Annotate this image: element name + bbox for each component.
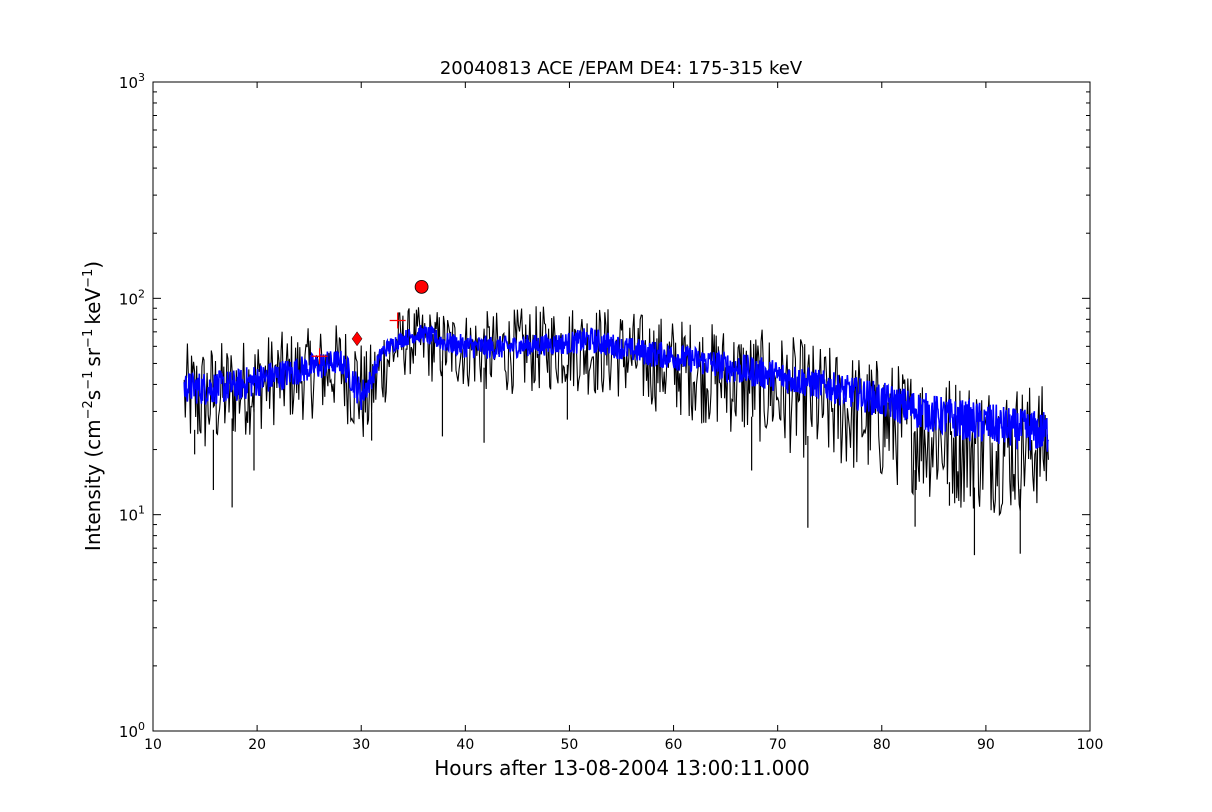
- y-tick-label: 102: [119, 287, 145, 308]
- marker-plus: [311, 348, 328, 365]
- y-label-mid2: sr: [81, 347, 105, 366]
- x-tick-label: 10: [144, 737, 162, 753]
- marker-circle: [414, 279, 429, 294]
- y-axis-label: Intensity (cm−2s−1sr−1keV−1): [81, 261, 105, 551]
- y-tick-label: 101: [119, 504, 145, 525]
- y-label-exp4: −1: [81, 269, 96, 288]
- x-tick-label: 80: [873, 737, 891, 753]
- svg-text:Intensity (cm−2s−1sr−1keV−1): Intensity (cm−2s−1sr−1keV−1): [81, 261, 105, 551]
- y-label-base: Intensity (cm: [81, 419, 105, 551]
- marker-plus: [389, 312, 406, 329]
- series-smoothed-line: [183, 324, 1050, 452]
- series-envelope-line: [183, 306, 1049, 517]
- x-tick-label: 100: [1077, 737, 1104, 753]
- y-label-exp3: −1: [81, 329, 96, 348]
- x-axis: 10 20 30 40 50 60 70 80 90 100: [144, 82, 1103, 753]
- y-label-exp2: −1: [81, 371, 96, 390]
- y-tick-label: 103: [119, 71, 145, 92]
- chart-title: 20040813 ACE /EPAM DE4: 175-315 keV: [440, 58, 803, 79]
- x-tick-label: 30: [352, 737, 370, 753]
- x-tick-label: 50: [561, 737, 579, 753]
- y-label-mid3: keV: [81, 288, 105, 325]
- x-tick-label: 40: [456, 737, 474, 753]
- y-axis: 100 101 102 103: [119, 71, 1090, 741]
- y-label-exp1: −2: [81, 400, 96, 419]
- x-tick-label: 90: [977, 737, 995, 753]
- y-label-end: ): [81, 261, 105, 269]
- x-axis-label: Hours after 13-08-2004 13:00:11.000: [434, 756, 810, 780]
- y-label-mid1: s: [81, 390, 105, 400]
- marker-diamond: [351, 331, 363, 347]
- plot-area: [183, 279, 1050, 556]
- plot-frame: [152, 81, 1091, 732]
- x-tick-label: 70: [769, 737, 787, 753]
- y-tick-label: 100: [119, 720, 145, 741]
- x-tick-label: 60: [665, 737, 683, 753]
- x-tick-label: 20: [248, 737, 266, 753]
